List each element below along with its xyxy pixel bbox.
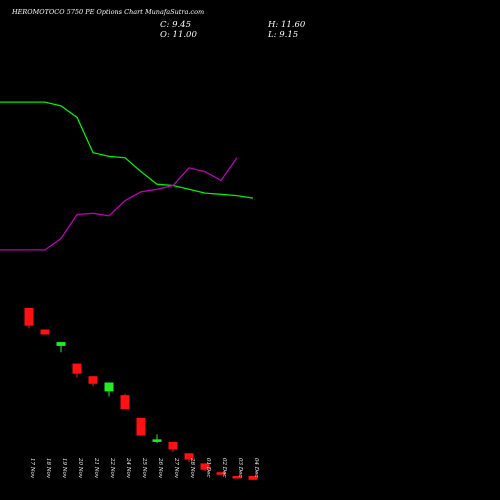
open-label: O: 11.00: [160, 30, 197, 40]
x-axis-ticks: 17 Nov 18 Nov 19 Nov 20 Nov 21 Nov 22 Nov 24 N…: [29, 457, 259, 479]
candle-26-nov: [152, 434, 162, 444]
candle-body: [24, 308, 34, 326]
candle-24-nov: [120, 393, 130, 410]
candle-body: [136, 417, 146, 436]
x-tick-label: 19 Nov: [61, 458, 67, 479]
x-tick-label: 28 Nov: [189, 457, 195, 479]
chart-title: HEROMOTOCO 5750 PE Options Chart MunafaS…: [11, 8, 204, 16]
candle-01-dec: [200, 463, 210, 471]
close-label: C: 9.45: [160, 20, 191, 30]
x-tick-label: 18 Nov: [45, 458, 51, 479]
candle-22-nov: [104, 382, 114, 397]
x-tick-label: 27 Nov: [173, 457, 179, 479]
x-tick-label: 25 Nov: [141, 457, 147, 479]
indicator-line-2: [0, 157, 238, 251]
candles: [24, 308, 258, 480]
candle-body: [200, 463, 210, 470]
candle-body: [120, 395, 130, 410]
candle-25-nov: [136, 417, 146, 436]
candle-body: [104, 382, 114, 392]
candle-20-nov: [72, 363, 82, 378]
x-tick-label: 01 Dec: [205, 458, 211, 478]
candle-04-dec: [248, 476, 258, 480]
x-tick-label: 24 Nov: [125, 457, 131, 479]
candle-body: [232, 476, 242, 479]
x-tick-label: 02 Dec: [221, 458, 227, 478]
indicator-lines: [0, 101, 254, 251]
candle-17-nov: [24, 308, 34, 329]
candle-body: [216, 472, 226, 475]
indicator-line-1: [0, 101, 254, 199]
candle-27-nov: [168, 441, 178, 452]
candle-21-nov: [88, 376, 98, 387]
low-label: L: 9.15: [267, 30, 298, 40]
candle-body: [248, 476, 258, 480]
candle-28-nov: [184, 453, 194, 463]
x-tick-label: 26 Nov: [157, 457, 163, 479]
x-tick-label: 03 Dec: [237, 458, 243, 478]
candle-03-dec: [232, 476, 242, 479]
x-tick-label: 21 Nov: [93, 457, 99, 479]
candle-body: [168, 441, 178, 450]
x-tick-label: 17 Nov: [29, 458, 35, 479]
candle-body: [40, 329, 50, 335]
x-tick-label: 22 Nov: [109, 457, 115, 479]
candle-02-dec: [216, 472, 226, 475]
candle-body: [184, 453, 194, 460]
high-label: H: 11.60: [267, 20, 306, 30]
candle-body: [88, 376, 98, 384]
candle-body: [56, 342, 66, 346]
x-tick-label: 04 Dec: [253, 458, 259, 478]
candle-body: [152, 439, 162, 442]
candle-body: [72, 363, 82, 374]
x-tick-label: 20 Nov: [77, 457, 83, 479]
candle-19-nov: [56, 342, 66, 353]
candle-18-nov: [40, 329, 50, 335]
